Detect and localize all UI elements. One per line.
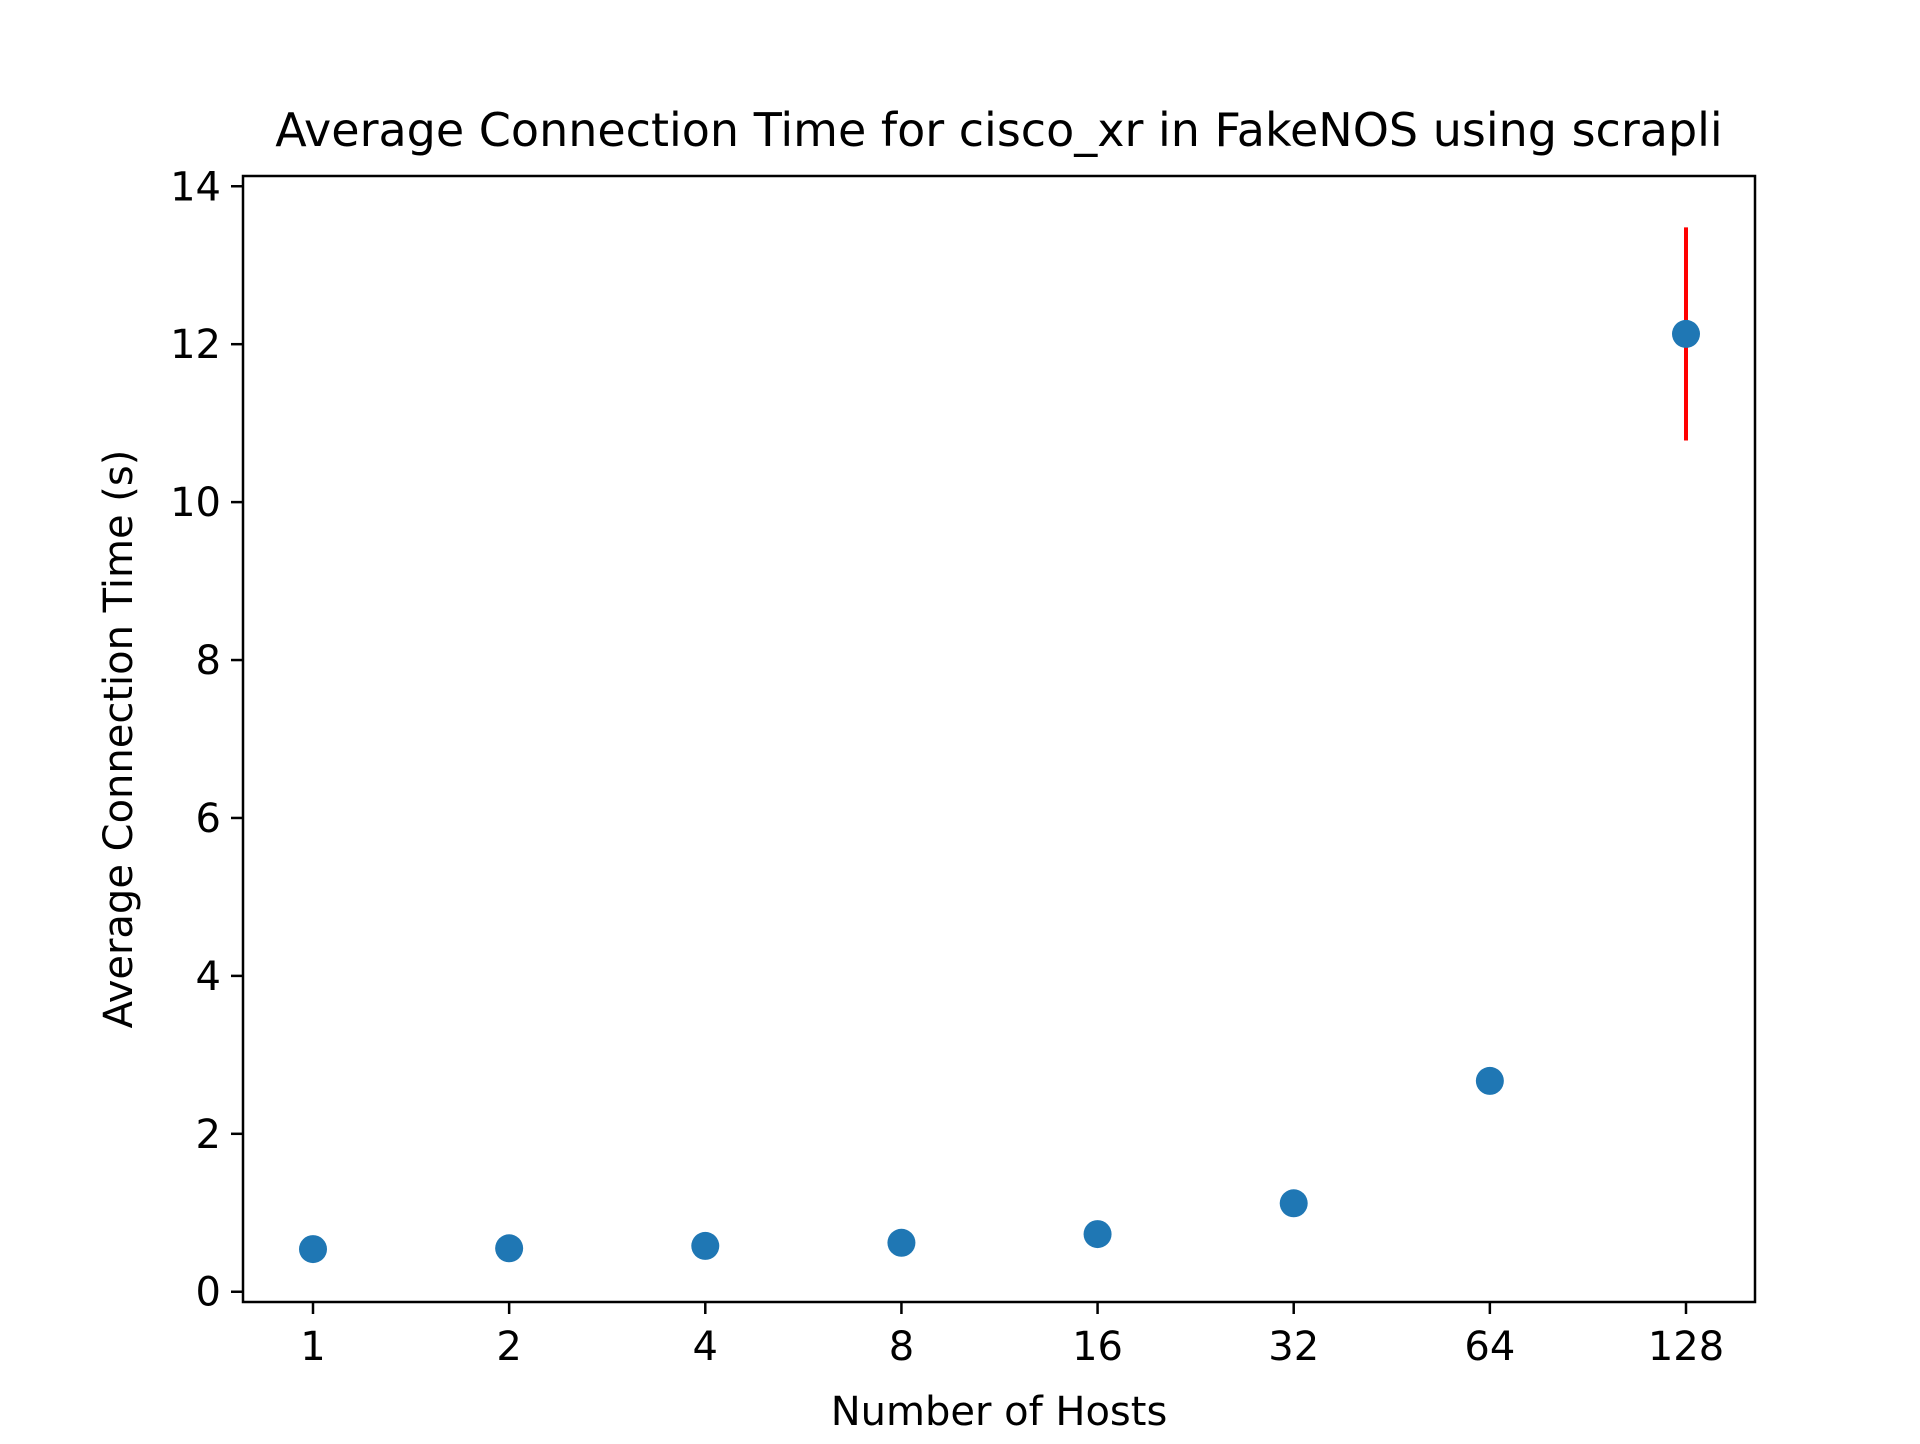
data-point (299, 1235, 327, 1264)
chart-title: Average Connection Time for cisco_xr in … (275, 103, 1722, 157)
x-tick-label: 128 (1648, 1324, 1724, 1370)
plot-area (299, 227, 1700, 1264)
x-tick-label: 2 (496, 1324, 521, 1370)
x-tick-label: 32 (1268, 1324, 1319, 1370)
y-tick-label: 14 (170, 164, 221, 210)
x-axis-label: Number of Hosts (831, 1389, 1168, 1435)
data-point (1672, 319, 1700, 348)
data-point (1083, 1220, 1112, 1249)
data-point (495, 1234, 524, 1263)
axes-frame (241, 174, 1757, 1304)
x-tick-label: 16 (1072, 1324, 1123, 1370)
y-axis-label: Average Connection Time (s) (96, 450, 142, 1029)
y-tick-label: 10 (170, 480, 221, 526)
y-tick-label: 8 (196, 638, 221, 684)
data-point (887, 1228, 916, 1257)
x-tick-label: 64 (1464, 1324, 1515, 1370)
y-tick-label: 6 (196, 796, 221, 842)
x-tick-label: 1 (300, 1324, 325, 1370)
y-tick-label: 4 (196, 954, 221, 1000)
data-point (1279, 1189, 1308, 1218)
y-tick-label: 0 (196, 1270, 221, 1316)
data-point (1475, 1066, 1504, 1095)
data-point (691, 1231, 720, 1260)
x-tick-label: 4 (693, 1324, 718, 1370)
x-tick-label: 8 (889, 1324, 914, 1370)
y-tick-label: 12 (170, 322, 221, 368)
y-tick-label: 2 (196, 1112, 221, 1158)
